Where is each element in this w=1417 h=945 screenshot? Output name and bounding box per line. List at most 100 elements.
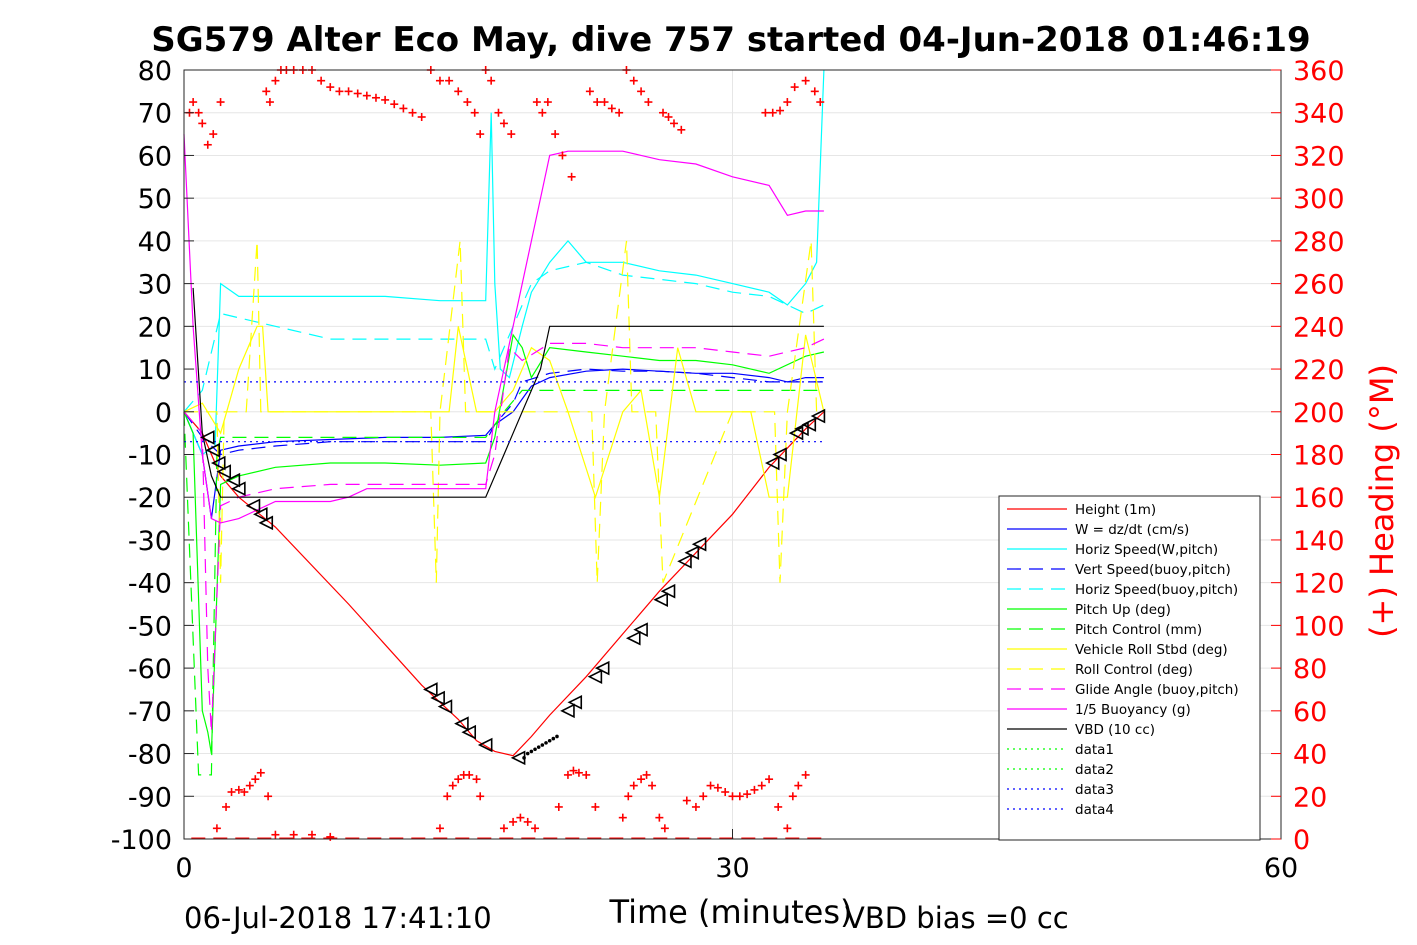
heading-marker	[563, 770, 572, 779]
heading-marker	[585, 87, 594, 96]
heading-marker	[417, 112, 426, 121]
heading-marker	[810, 87, 819, 96]
depth-triangle-marker	[225, 472, 241, 488]
heading-marker	[768, 108, 777, 117]
series-layer	[183, 69, 825, 839]
heading-marker	[682, 796, 691, 805]
series-line-2	[183, 69, 825, 456]
heading-marker	[271, 830, 280, 839]
heading-marker	[448, 781, 457, 790]
heading-marker	[381, 95, 390, 104]
heading-marker	[637, 775, 646, 784]
heading-marker	[487, 76, 496, 85]
depth-dot-marker	[529, 749, 534, 754]
depth-dot-marker	[547, 738, 552, 743]
y-right-tick-label: 200	[1293, 398, 1345, 429]
heading-marker	[499, 119, 508, 128]
y-right-tick-label: 160	[1293, 483, 1345, 514]
heading-marker	[618, 813, 627, 822]
marker-layer	[185, 66, 826, 841]
heading-marker	[567, 172, 576, 181]
heading-marker	[615, 108, 624, 117]
depth-triangle-marker	[454, 716, 469, 731]
heading-marker	[757, 781, 766, 790]
heading-marker	[264, 792, 273, 801]
legend-label: data4	[1075, 802, 1114, 818]
heading-marker	[271, 76, 280, 85]
heading-marker	[265, 98, 274, 107]
depth-triangle-marker	[660, 583, 676, 599]
y-right-tick-label: 300	[1293, 184, 1345, 215]
heading-marker	[728, 792, 737, 801]
heading-marker	[591, 802, 600, 811]
heading-marker	[307, 830, 316, 839]
heading-marker	[761, 108, 770, 117]
heading-marker	[600, 98, 609, 107]
heading-marker	[344, 87, 353, 96]
y-tick-label: 30	[138, 270, 172, 301]
heading-marker	[721, 788, 730, 797]
heading-marker	[245, 781, 254, 790]
heading-marker	[551, 130, 560, 139]
y-right-tick-label: 360	[1293, 56, 1345, 87]
depth-triangle-marker	[587, 669, 603, 684]
heading-marker	[644, 98, 653, 107]
heading-marker	[538, 108, 547, 117]
heading-marker	[735, 792, 744, 801]
y-tick-label: 60	[138, 141, 172, 172]
depth-triangle-marker	[677, 554, 692, 569]
depth-triangle-marker	[810, 408, 826, 424]
depth-triangle-marker	[437, 699, 453, 714]
legend-label: 1/5 Buoyancy (g)	[1075, 702, 1191, 718]
legend-label: data2	[1075, 762, 1114, 778]
heading-marker	[262, 87, 271, 96]
y-right-tick-label: 240	[1293, 312, 1345, 343]
heading-marker	[713, 783, 722, 792]
depth-triangle-marker	[461, 724, 477, 740]
depth-triangle-marker	[764, 455, 780, 471]
heading-marker	[629, 781, 638, 790]
x-tick-label: 60	[1264, 853, 1298, 884]
legend-label: Pitch Up (deg)	[1075, 602, 1171, 618]
depth-dot-marker	[540, 743, 545, 747]
legend-label: data1	[1075, 742, 1114, 758]
legend-label: Vehicle Roll Stbd (deg)	[1075, 642, 1228, 658]
series-line-11	[192, 287, 824, 498]
heading-marker	[574, 768, 583, 777]
y-right-tick-label: 260	[1293, 270, 1345, 301]
legend-label: VBD (10 cc)	[1075, 722, 1155, 738]
heading-marker	[463, 98, 472, 107]
heading-marker	[212, 824, 221, 833]
heading-marker	[774, 802, 783, 811]
heading-marker	[399, 104, 408, 113]
heading-marker	[637, 87, 646, 96]
y-tick-label: -60	[128, 654, 172, 685]
legend-label: data3	[1075, 782, 1114, 798]
y-right-tick-label: 100	[1293, 611, 1345, 642]
y-right-tick-label: 180	[1293, 441, 1345, 472]
heading-marker	[189, 98, 198, 107]
heading-marker	[743, 790, 752, 799]
heading-marker	[531, 824, 540, 833]
depth-triangle-marker	[231, 481, 246, 496]
heading-marker	[523, 817, 532, 826]
heading-marker	[198, 119, 207, 128]
y-tick-label: -50	[128, 611, 172, 642]
heading-marker	[326, 832, 335, 841]
heading-marker	[507, 130, 516, 139]
depth-triangle-marker	[205, 442, 221, 458]
heading-marker	[532, 98, 541, 107]
heading-marker	[543, 98, 552, 107]
y-tick-label: 80	[138, 56, 172, 87]
y-right-tick-label: 0	[1293, 825, 1310, 856]
y-right-tick-label: 80	[1293, 654, 1327, 685]
heading-marker	[408, 108, 417, 117]
y-tick-label: 0	[155, 398, 172, 429]
depth-dot-marker	[544, 741, 548, 745]
heading-marker	[443, 792, 452, 801]
heading-marker	[664, 112, 673, 121]
heading-marker	[234, 785, 243, 794]
depth-triangle-marker	[691, 536, 707, 552]
depth-triangle-marker	[430, 690, 445, 706]
